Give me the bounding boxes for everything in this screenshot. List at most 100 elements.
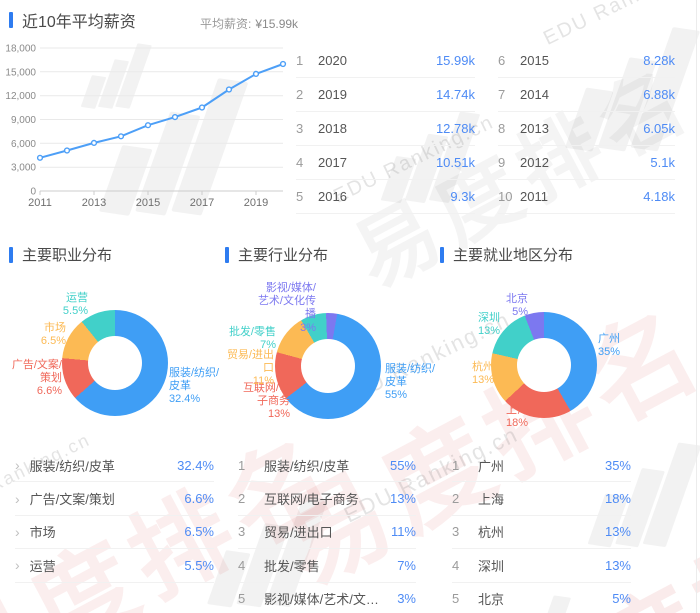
salary-line-chart[interactable]: 0 3,000 6,000 9,000 12,000 15,000 18,000 2011 20… bbox=[0, 40, 292, 212]
x-axis-tick-label: 2013 bbox=[82, 197, 106, 209]
list-item[interactable]: › 广告/文案/策划 6.6% bbox=[15, 482, 214, 516]
occupation-list: › 服装/纺织/皮革 32.4% › 广告/文案/策划 6.6% › 市场 6.5% › 运营 5.5… bbox=[15, 449, 214, 583]
list-item: 5 影视/媒体/艺术/文化传... 3% bbox=[238, 583, 416, 613]
slice-percent: 55% bbox=[385, 389, 408, 402]
data-point-marker bbox=[117, 133, 125, 140]
chevron-right-icon: › bbox=[15, 523, 20, 540]
salary-value: 15.99k bbox=[435, 53, 475, 68]
item-label: 互联网/电子商务 bbox=[264, 492, 359, 508]
section-title-text: 近10年平均薪资 bbox=[22, 14, 136, 31]
y-axis-tick-label: 0 bbox=[30, 187, 36, 198]
occupation-section-title: 主要职业分布 bbox=[9, 244, 112, 265]
data-point-marker bbox=[198, 104, 206, 111]
salary-value: 9.3k bbox=[450, 189, 475, 204]
item-label: 影视/媒体/艺术/文化传... bbox=[264, 592, 392, 608]
rank-number: 9 bbox=[498, 155, 506, 170]
year-label: 2012 bbox=[520, 155, 549, 170]
year-label: 2015 bbox=[520, 53, 549, 68]
region-donut-chart[interactable] bbox=[491, 312, 597, 418]
section-title-text: 主要职业分布 bbox=[22, 247, 113, 264]
year-label: 2013 bbox=[520, 121, 549, 136]
slice-label: 北京 bbox=[506, 293, 528, 305]
chevron-right-icon: › bbox=[15, 557, 20, 574]
ranking-row: 6 2015 8.28k bbox=[498, 44, 675, 78]
list-item: 2 上海 18% bbox=[452, 482, 631, 516]
y-axis-tick-label: 6,000 bbox=[11, 139, 36, 150]
accent-bar bbox=[440, 246, 444, 263]
item-label: 贸易/进出口 bbox=[264, 525, 333, 541]
x-axis-tick-label: 2015 bbox=[136, 197, 160, 209]
year-label: 2017 bbox=[318, 155, 347, 170]
item-label: 批发/零售 bbox=[264, 558, 320, 574]
slice-label: 批发/零售 bbox=[228, 326, 276, 338]
accent-bar bbox=[225, 246, 229, 263]
item-percent: 13% bbox=[389, 491, 416, 507]
rank-number: 6 bbox=[498, 53, 506, 68]
data-point-marker bbox=[90, 139, 98, 147]
accent-bar bbox=[9, 246, 13, 263]
ranking-row: 1 2020 15.99k bbox=[296, 44, 475, 78]
occupation-donut-chart[interactable] bbox=[62, 310, 168, 416]
item-percent: 32.4% bbox=[177, 457, 214, 473]
slice-label: 市场 bbox=[44, 322, 66, 334]
donut-callout-label: 杭州 13% bbox=[456, 361, 494, 387]
rank-number: 10 bbox=[498, 189, 513, 204]
slice-percent: 5% bbox=[512, 306, 528, 319]
rank-number: 4 bbox=[452, 557, 460, 573]
ranking-row: 4 2017 10.51k bbox=[296, 146, 475, 180]
slice-label: 深圳 bbox=[478, 312, 500, 324]
y-axis-tick-label: 3,000 bbox=[11, 163, 36, 174]
industry-donut-chart[interactable] bbox=[275, 313, 381, 419]
salary-value: 6.88k bbox=[643, 87, 675, 102]
rank-number: 2 bbox=[238, 491, 246, 507]
rank-number: 4 bbox=[296, 155, 304, 170]
item-percent: 55% bbox=[389, 457, 416, 473]
donut-callout-label: 广告/文案/策划 6.6% bbox=[6, 359, 62, 399]
salary-value: 5.1k bbox=[650, 155, 675, 170]
line-chart-svg: 0 3,000 6,000 9,000 12,000 15,000 18,000 2011 20… bbox=[5, 44, 287, 209]
slice-label: 广州 bbox=[598, 333, 620, 345]
item-label: 上海 bbox=[478, 492, 505, 508]
year-label: 2019 bbox=[318, 87, 347, 102]
list-item: 2 互联网/电子商务 13% bbox=[238, 482, 416, 516]
item-label: 广告/文案/策划 bbox=[29, 492, 115, 508]
y-axis-tick-label: 9,000 bbox=[11, 115, 36, 126]
data-point-marker bbox=[144, 122, 152, 129]
list-item: 1 服装/纺织/皮革 55% bbox=[238, 449, 416, 483]
average-salary-value: ¥15.99k bbox=[255, 17, 299, 31]
slice-label: 运营 bbox=[66, 292, 88, 304]
y-axis-tick-label: 18,000 bbox=[5, 44, 36, 55]
data-point-marker bbox=[36, 154, 44, 161]
salary-value: 6.05k bbox=[643, 121, 675, 136]
slice-label: 互联网/电子商务 bbox=[242, 382, 290, 408]
donut-callout-label: 市场 6.5% bbox=[22, 322, 66, 348]
slice-label: 服装/纺织/皮革 bbox=[385, 363, 436, 389]
salary-value: 10.51k bbox=[435, 155, 475, 170]
region-section-title: 主要就业地区分布 bbox=[440, 244, 573, 265]
rank-number: 5 bbox=[452, 591, 460, 607]
list-item: 3 贸易/进出口 11% bbox=[238, 516, 416, 550]
slice-percent: 32.4% bbox=[169, 393, 201, 406]
salary-value: 12.78k bbox=[435, 121, 475, 136]
slice-label: 服装/纺织/皮革 bbox=[169, 367, 220, 393]
region-list: 1 广州 35% 2 上海 18% 3 杭州 13% 4 深圳 13% 5 北京 5% bbox=[452, 449, 631, 613]
item-label: 广州 bbox=[478, 458, 505, 474]
chevron-right-icon: › bbox=[15, 490, 20, 507]
rank-number: 1 bbox=[296, 53, 304, 68]
salary-ranking-list-right: 6 2015 8.28k 7 2014 6.88k 8 2013 6.05k 9 2012 5.1k 1… bbox=[498, 44, 675, 214]
item-label: 北京 bbox=[478, 592, 505, 608]
slice-percent: 11% bbox=[252, 375, 274, 388]
slice-percent: 3% bbox=[300, 321, 316, 334]
list-item[interactable]: › 市场 6.5% bbox=[15, 516, 214, 550]
average-salary-label: 平均薪资: bbox=[200, 17, 252, 31]
list-item[interactable]: › 服装/纺织/皮革 32.4% bbox=[15, 449, 214, 483]
item-percent: 5.5% bbox=[184, 557, 214, 573]
industry-section-title: 主要行业分布 bbox=[225, 244, 328, 265]
slice-percent: 35% bbox=[598, 346, 621, 359]
item-percent: 13% bbox=[604, 557, 631, 573]
donut-callout-label: 批发/零售 7% bbox=[226, 326, 276, 352]
data-point-marker bbox=[252, 70, 260, 78]
list-item[interactable]: › 运营 5.5% bbox=[15, 549, 214, 583]
item-label: 杭州 bbox=[478, 525, 505, 541]
accent-bar bbox=[9, 12, 13, 28]
